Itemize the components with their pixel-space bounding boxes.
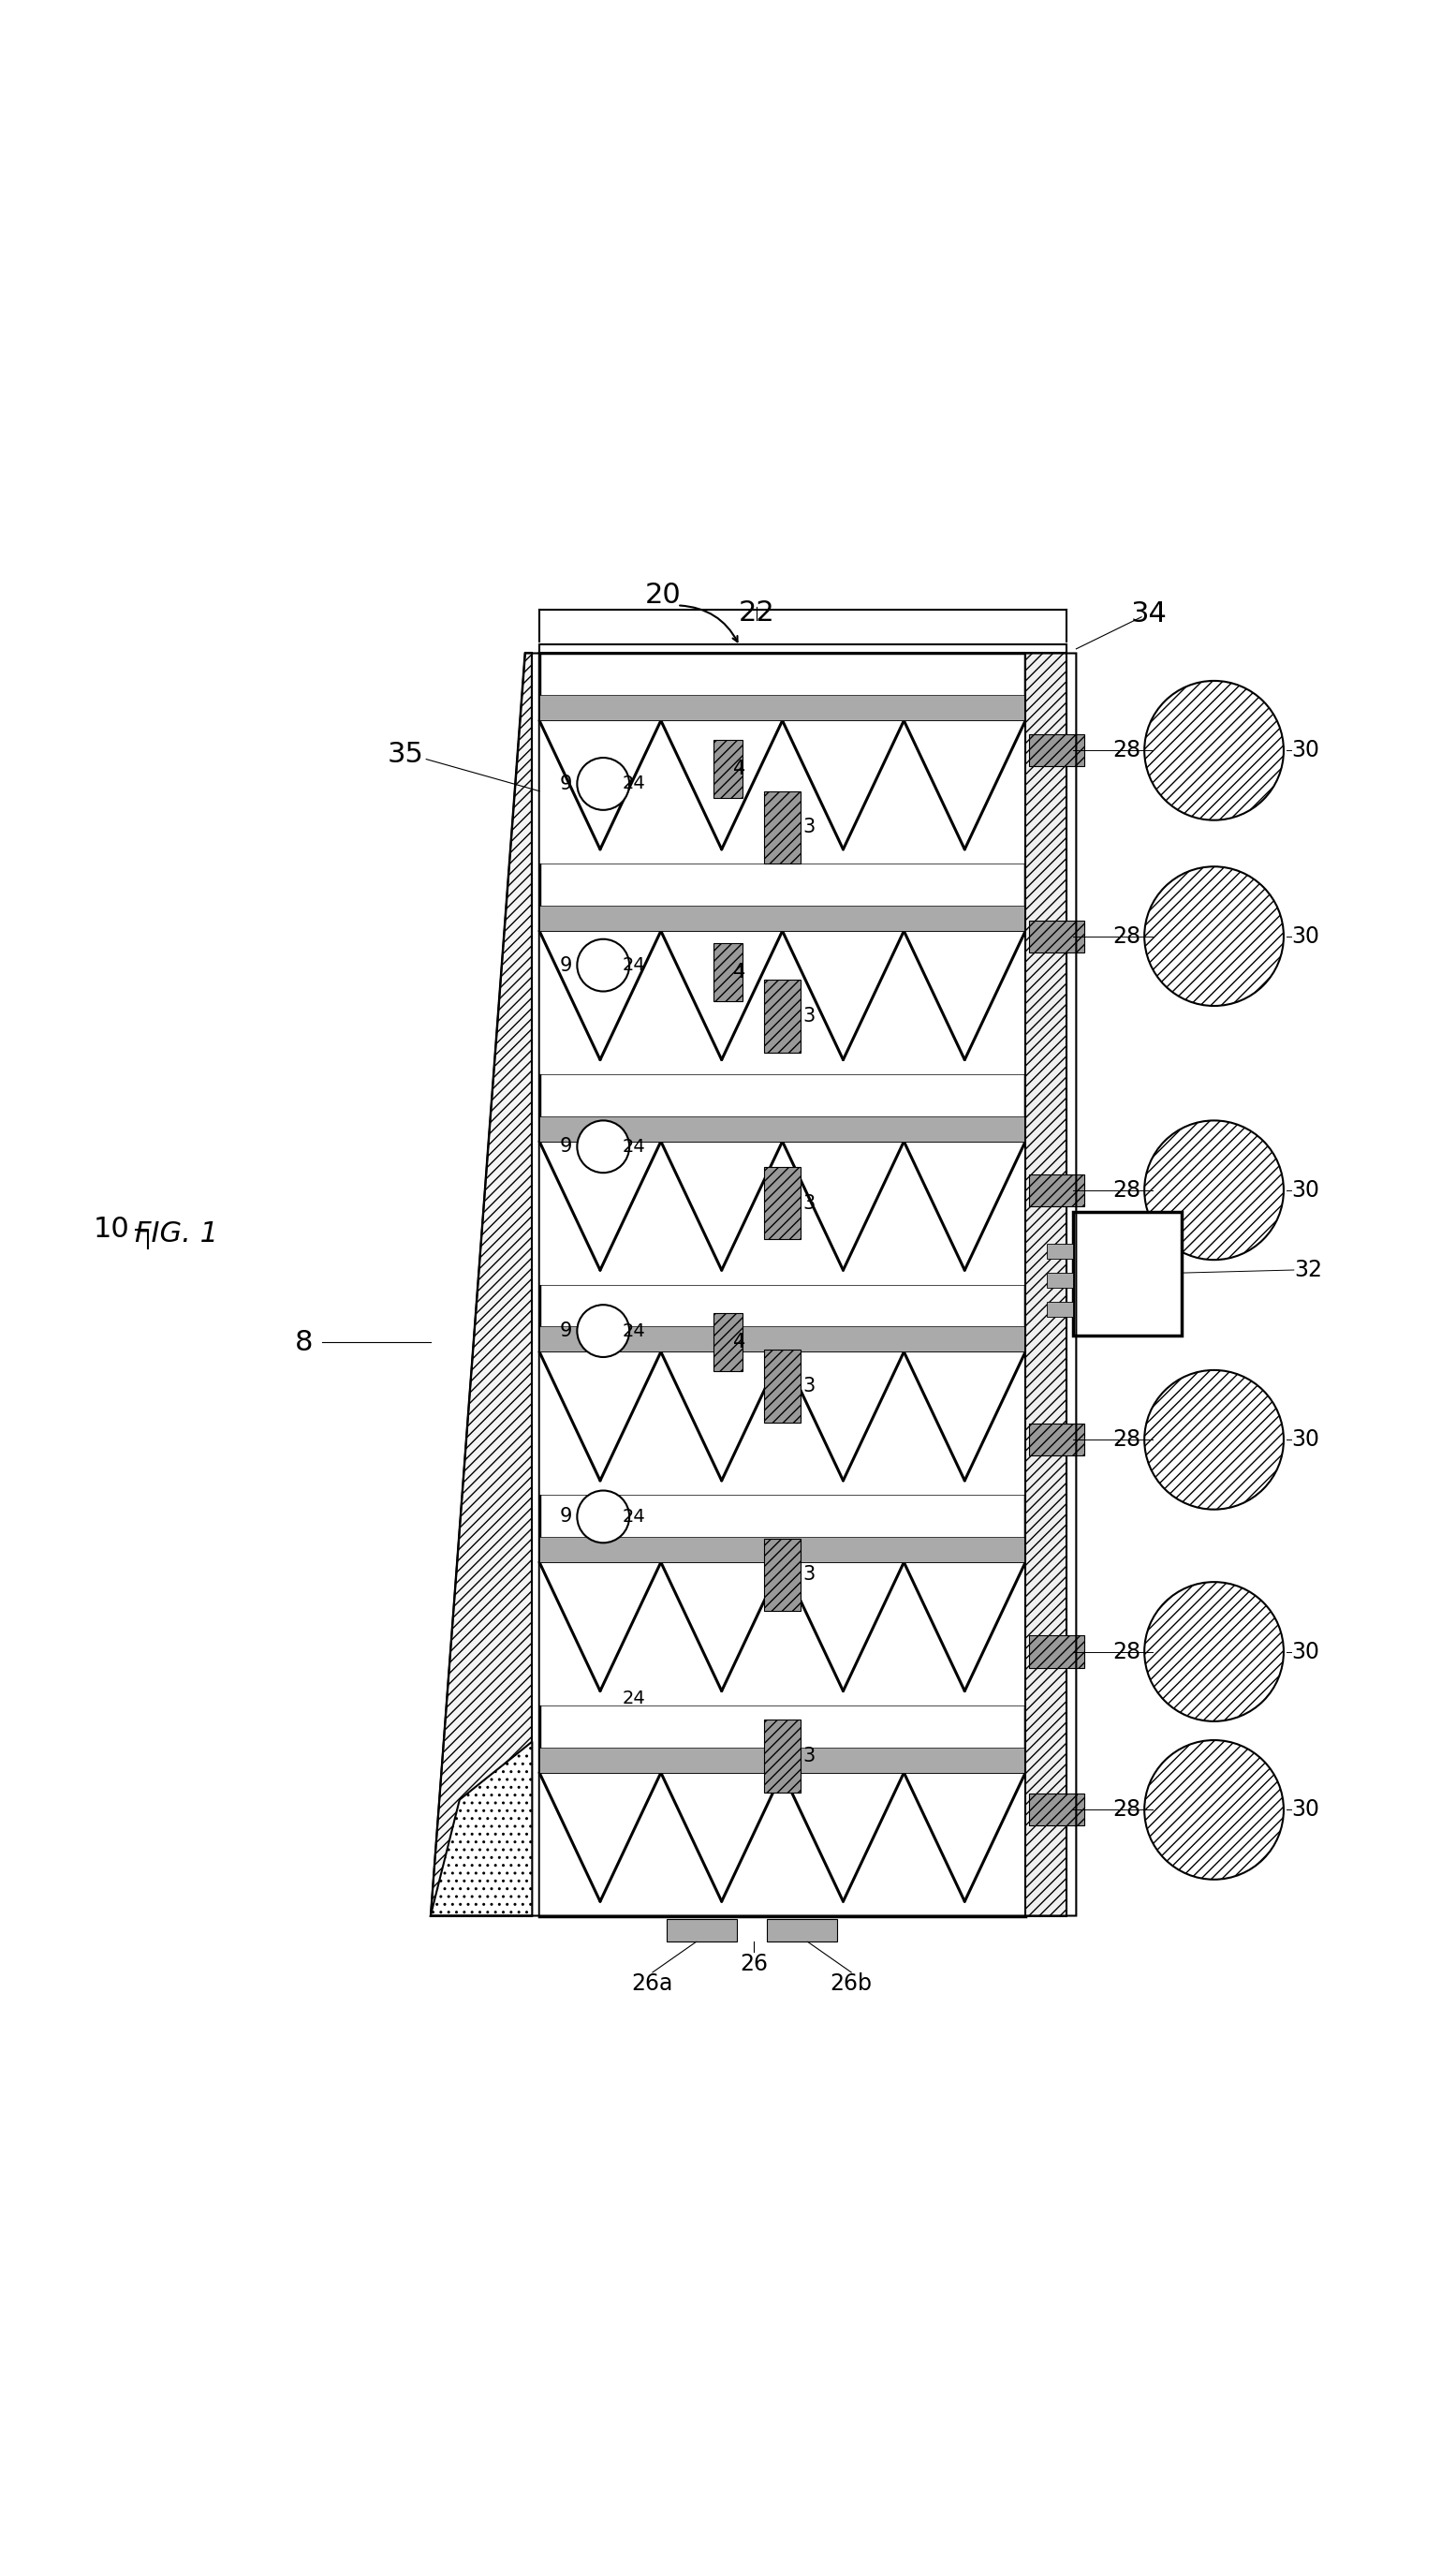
Text: 24: 24 xyxy=(622,1508,645,1526)
Text: 3: 3 xyxy=(804,1565,815,1585)
Circle shape xyxy=(1144,1369,1284,1511)
Text: 28: 28 xyxy=(1112,1428,1142,1451)
Text: 24: 24 xyxy=(622,776,645,794)
Polygon shape xyxy=(764,1166,801,1238)
Text: 30: 30 xyxy=(1291,1642,1319,1662)
Text: 30: 30 xyxy=(1291,925,1319,948)
Text: 30: 30 xyxy=(1291,740,1319,763)
Polygon shape xyxy=(1029,1636,1085,1667)
Text: 24: 24 xyxy=(622,1138,645,1156)
Polygon shape xyxy=(539,1562,1025,1706)
Text: 3: 3 xyxy=(804,1195,815,1213)
Text: 26a: 26a xyxy=(632,1973,673,1996)
Text: 3: 3 xyxy=(804,1747,815,1765)
Polygon shape xyxy=(1025,653,1066,1916)
Polygon shape xyxy=(431,1742,531,1916)
Circle shape xyxy=(1144,681,1284,820)
Text: 4: 4 xyxy=(734,760,745,778)
Polygon shape xyxy=(713,943,743,1002)
Text: 3: 3 xyxy=(804,817,815,837)
Text: 32: 32 xyxy=(1294,1259,1322,1282)
Polygon shape xyxy=(539,1326,1025,1351)
Polygon shape xyxy=(1029,920,1085,953)
Polygon shape xyxy=(539,1773,1025,1916)
Polygon shape xyxy=(667,1919,737,1942)
Text: 28: 28 xyxy=(1112,1642,1142,1662)
Polygon shape xyxy=(767,1919,837,1942)
Polygon shape xyxy=(713,740,743,799)
Text: 28: 28 xyxy=(1112,1179,1142,1202)
Polygon shape xyxy=(1029,1174,1085,1205)
Text: 9: 9 xyxy=(559,956,572,974)
Text: 28: 28 xyxy=(1112,1798,1142,1821)
Polygon shape xyxy=(539,1141,1025,1284)
Text: 20: 20 xyxy=(645,581,681,609)
Text: 8: 8 xyxy=(296,1328,313,1356)
Polygon shape xyxy=(539,1115,1025,1141)
Polygon shape xyxy=(539,1536,1025,1562)
Polygon shape xyxy=(1047,1243,1073,1259)
Text: 4: 4 xyxy=(734,1333,745,1351)
Text: 22: 22 xyxy=(738,599,775,627)
Circle shape xyxy=(577,1305,629,1356)
Text: 24: 24 xyxy=(622,956,645,974)
Polygon shape xyxy=(1047,1302,1073,1315)
Polygon shape xyxy=(764,791,801,863)
Text: 9: 9 xyxy=(559,1138,572,1156)
Circle shape xyxy=(577,940,629,992)
Polygon shape xyxy=(539,719,1025,863)
Text: 24: 24 xyxy=(622,1323,645,1341)
Polygon shape xyxy=(1029,735,1085,766)
Circle shape xyxy=(577,758,629,809)
Polygon shape xyxy=(1047,1272,1073,1287)
Polygon shape xyxy=(539,1351,1025,1495)
Text: 34: 34 xyxy=(1130,601,1166,627)
Text: 3: 3 xyxy=(804,1007,815,1025)
Polygon shape xyxy=(764,979,801,1053)
Polygon shape xyxy=(1029,1423,1085,1457)
Text: 28: 28 xyxy=(1112,925,1142,948)
Text: 30: 30 xyxy=(1291,1179,1319,1202)
Circle shape xyxy=(1144,1583,1284,1721)
Circle shape xyxy=(1144,1739,1284,1881)
Text: FIG. 1: FIG. 1 xyxy=(135,1220,218,1249)
Polygon shape xyxy=(539,653,1025,1916)
Text: 3: 3 xyxy=(804,1377,815,1395)
Polygon shape xyxy=(431,653,531,1916)
Circle shape xyxy=(577,1490,629,1544)
Text: 30: 30 xyxy=(1291,1798,1319,1821)
Circle shape xyxy=(1144,866,1284,1007)
Text: 28: 28 xyxy=(1112,740,1142,763)
Text: 9: 9 xyxy=(559,1320,572,1341)
Polygon shape xyxy=(764,1719,801,1793)
Text: 26: 26 xyxy=(740,1952,769,1976)
Polygon shape xyxy=(764,1349,801,1423)
Polygon shape xyxy=(1073,1213,1182,1336)
Circle shape xyxy=(577,1120,629,1174)
Text: 10: 10 xyxy=(93,1215,130,1243)
Polygon shape xyxy=(539,1747,1025,1773)
Polygon shape xyxy=(539,645,1066,653)
Text: 26b: 26b xyxy=(830,1973,872,1996)
Polygon shape xyxy=(713,1313,743,1372)
Polygon shape xyxy=(1029,1793,1085,1827)
Circle shape xyxy=(1144,1120,1284,1259)
Polygon shape xyxy=(539,930,1025,1074)
Polygon shape xyxy=(764,1539,801,1611)
Polygon shape xyxy=(539,696,1025,719)
Text: 9: 9 xyxy=(559,1508,572,1526)
Text: 30: 30 xyxy=(1291,1428,1319,1451)
Text: 9: 9 xyxy=(559,773,572,794)
Text: 24: 24 xyxy=(622,1690,645,1706)
Text: 35: 35 xyxy=(387,742,424,768)
Text: 4: 4 xyxy=(734,963,745,981)
Polygon shape xyxy=(539,907,1025,930)
